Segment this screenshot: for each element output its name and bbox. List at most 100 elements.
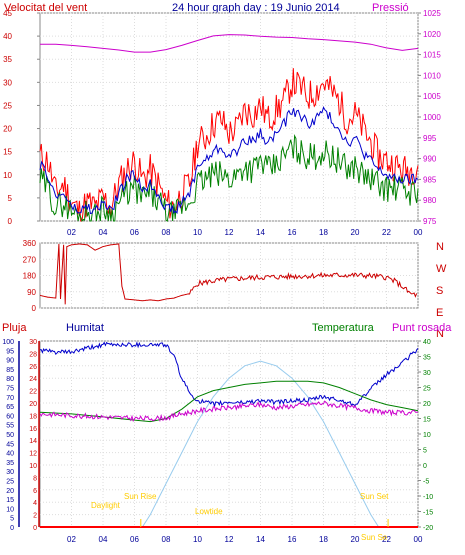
humidity-left-tick-label: 90 <box>6 358 14 365</box>
humidity-left-tick-label: 0 <box>10 525 14 532</box>
temperature-right-tick-label: 35 <box>423 355 431 362</box>
temperature-right-tick-label: 20 <box>423 401 431 408</box>
humidity-left-tick-label: 70 <box>6 395 14 402</box>
rain-tick-label: 24 <box>29 376 37 383</box>
wind-left-tick-label: 15 <box>3 148 12 157</box>
wind-x-tick-label: 10 <box>193 228 202 237</box>
direction-compass-label: N <box>436 241 444 253</box>
temperature-right-tick-label: -15 <box>423 510 433 517</box>
direction-left-tick-label: 360 <box>23 239 37 248</box>
humidity-left-tick-label: 35 <box>6 460 14 467</box>
humidity-left-tick-label: 45 <box>6 441 14 448</box>
wind-x-tick-label: 04 <box>99 228 108 237</box>
wind-left-tick-label: 40 <box>3 32 12 41</box>
humidity-x-tick-label: 20 <box>351 535 360 544</box>
wind-x-tick-label: 18 <box>319 228 328 237</box>
rain-tick-label: 22 <box>29 389 37 396</box>
wind-green-line <box>39 134 419 222</box>
humidity-x-tick-label: 22 <box>382 535 391 544</box>
wind-gust-line <box>39 68 419 222</box>
humidity-left-tick-label: 5 <box>10 516 14 523</box>
wind-left-tick-label: 45 <box>3 9 12 18</box>
rain-tick-label: 26 <box>29 364 37 371</box>
wind-left-tick-label: 25 <box>3 101 12 110</box>
wind-left-tick-label: 10 <box>3 171 12 180</box>
humidity-x-tick-label: 06 <box>130 535 139 544</box>
temperature-right-tick-label: 25 <box>423 386 431 393</box>
wind-right-tick-label: 1010 <box>423 71 441 80</box>
wind-right-tick-label: 990 <box>423 155 437 164</box>
humidity-left-tick-label: 25 <box>6 479 14 486</box>
rain-tick-label: 2 <box>33 513 37 520</box>
humidity-x-tick-label: 04 <box>99 535 108 544</box>
humidity-x-tick-label: 02 <box>67 535 76 544</box>
temperature-right-tick-label: 30 <box>423 370 431 377</box>
humidity-left-tick-label: 85 <box>6 367 14 374</box>
humidity-left-tick-label: 65 <box>6 404 14 411</box>
wind-right-tick-label: 980 <box>423 196 437 205</box>
humidity-left-tick-label: 40 <box>6 451 14 458</box>
humidity-x-tick-label: 10 <box>193 535 202 544</box>
temperature-right-tick-label: -5 <box>423 479 429 486</box>
dewpoint-label: Punt rosada <box>392 322 452 334</box>
wind-x-tick-label: 02 <box>67 228 76 237</box>
humidity-x-tick-label: 00 <box>414 535 423 544</box>
humidity-left-tick-label: 15 <box>6 497 14 504</box>
wind-direction-line <box>39 243 418 305</box>
humidity-x-tick-label: 16 <box>288 535 297 544</box>
pressure-label: Pressió <box>372 2 409 14</box>
direction-compass-label: S <box>436 285 443 297</box>
wind-x-tick-label: 12 <box>225 228 234 237</box>
temperature-right-tick-label: -20 <box>423 525 433 532</box>
wind-x-tick-label: 14 <box>256 228 265 237</box>
direction-left-tick-label: 90 <box>27 288 36 297</box>
direction-compass-label: W <box>436 263 447 275</box>
rain-tick-label: 10 <box>29 463 37 470</box>
wind-right-tick-label: 975 <box>423 217 437 226</box>
rain-tick-label: 18 <box>29 413 37 420</box>
temperature-right-tick-label: 0 <box>423 463 427 470</box>
wind-speed-label: Velocitat del vent <box>4 2 87 14</box>
wind-x-tick-label: 22 <box>382 228 391 237</box>
wind-left-tick-label: 20 <box>3 125 12 134</box>
direction-compass-label: E <box>436 307 443 319</box>
temperature-right-tick-label: 15 <box>423 417 431 424</box>
wind-x-tick-label: 20 <box>351 228 360 237</box>
temperature-right-tick-label: -10 <box>423 494 433 501</box>
annotation-daylight: Daylight <box>91 501 121 510</box>
humidity-left-tick-label: 75 <box>6 386 14 393</box>
temperature-right-tick-label: 5 <box>423 448 427 455</box>
rain-tick-label: 0 <box>33 525 37 532</box>
humidity-x-tick-label: 08 <box>162 535 171 544</box>
annotation-sun-rise: Sun Rise <box>124 492 157 501</box>
wind-right-tick-label: 1005 <box>423 92 441 101</box>
humidity-x-tick-label: 12 <box>225 535 234 544</box>
wind-x-tick-label: 06 <box>130 228 139 237</box>
pressure-line <box>40 34 419 53</box>
direction-left-tick-label: 270 <box>23 255 37 264</box>
wind-right-tick-label: 1025 <box>423 9 441 18</box>
wind-x-tick-label: 00 <box>414 228 423 237</box>
wind-right-tick-label: 1020 <box>423 30 441 39</box>
rain-tick-label: 4 <box>33 500 37 507</box>
humidity-left-tick-label: 30 <box>6 469 14 476</box>
annotation-sun-se: Sun Se <box>361 533 388 542</box>
wind-x-tick-label: 08 <box>162 228 171 237</box>
wind-right-tick-label: 985 <box>423 175 437 184</box>
wind-average-line <box>39 106 419 215</box>
humidity-x-tick-label: 18 <box>319 535 328 544</box>
wind-right-tick-label: 1000 <box>423 113 441 122</box>
temperature-right-tick-label: 10 <box>423 432 431 439</box>
rain-tick-label: 12 <box>29 451 37 458</box>
temperature-right-tick-label: 40 <box>423 339 431 346</box>
humidity-left-tick-label: 50 <box>6 432 14 439</box>
direction-compass-label: N <box>436 328 444 340</box>
rain-label: Pluja <box>2 322 27 334</box>
wind-right-tick-label: 1015 <box>423 51 441 60</box>
annotation-sun-set: Sun Set <box>360 492 389 501</box>
temperature-label: Temperatura <box>312 322 375 334</box>
solar-line <box>141 360 380 528</box>
rain-tick-label: 8 <box>33 475 37 482</box>
